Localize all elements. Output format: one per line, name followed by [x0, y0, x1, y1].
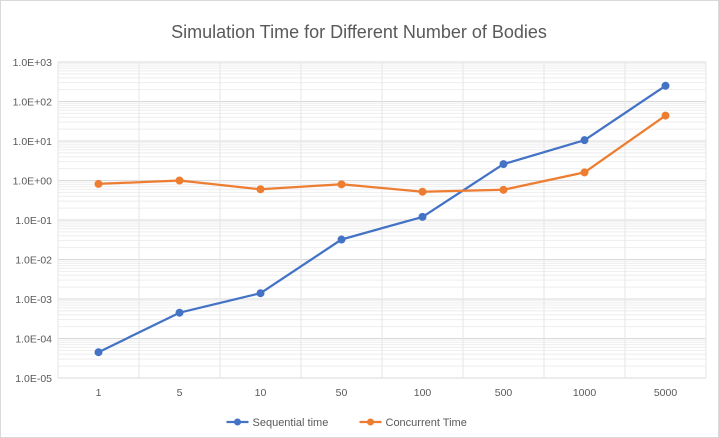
- series-line-0: [97, 84, 667, 354]
- data-point: [580, 136, 589, 145]
- x-tick-label: 50: [336, 387, 348, 399]
- x-tick-label: 1: [96, 387, 102, 399]
- grid-lines: [57, 61, 707, 379]
- series-points: [94, 81, 670, 357]
- legend-label: Concurrent Time: [386, 417, 467, 429]
- data-point: [499, 185, 508, 194]
- x-tick-label: 100: [414, 387, 432, 399]
- data-point: [661, 111, 670, 120]
- y-tick-label: 1.0E-05: [15, 373, 52, 385]
- legend-swatch-marker: [367, 418, 374, 426]
- x-tick-label: 500: [495, 387, 513, 399]
- series-lines: [97, 84, 667, 354]
- data-point: [661, 81, 670, 90]
- y-tick-label: 1.0E-01: [15, 215, 52, 227]
- data-point: [94, 348, 103, 357]
- chart-title: Simulation Time for Different Number of …: [171, 22, 547, 42]
- x-axis-tick-labels: 1 5 10 50 100 500 1000 5000: [96, 387, 678, 399]
- series-line-1: [97, 114, 667, 193]
- data-point: [256, 185, 265, 194]
- data-point: [580, 168, 589, 177]
- x-tick-label: 1000: [573, 387, 597, 399]
- data-point: [418, 187, 427, 196]
- y-tick-label: 1.0E+00: [13, 176, 53, 188]
- data-point: [94, 179, 103, 188]
- x-tick-label: 10: [255, 387, 267, 399]
- legend-swatch-marker: [234, 418, 241, 426]
- y-axis-tick-labels: 1.0E-05 1.0E-04 1.0E-03 1.0E-02 1.0E-01 1.0E+…: [13, 57, 53, 385]
- data-point: [175, 176, 184, 185]
- data-point: [418, 212, 427, 221]
- y-tick-label: 1.0E-04: [15, 334, 52, 346]
- data-point: [499, 160, 508, 169]
- data-point: [337, 180, 346, 189]
- x-tick-label: 5: [177, 387, 183, 399]
- y-tick-label: 1.0E-03: [15, 294, 52, 306]
- y-tick-label: 1.0E+01: [13, 136, 53, 148]
- data-point: [256, 289, 265, 298]
- y-tick-label: 1.0E-02: [15, 255, 52, 267]
- legend: Sequential time Concurrent Time: [226, 417, 467, 429]
- data-point: [175, 308, 184, 317]
- y-tick-label: 1.0E+02: [13, 97, 53, 109]
- y-tick-label: 1.0E+03: [13, 57, 53, 69]
- legend-label: Sequential time: [253, 417, 329, 429]
- x-tick-label: 5000: [654, 387, 678, 399]
- data-point: [337, 235, 346, 244]
